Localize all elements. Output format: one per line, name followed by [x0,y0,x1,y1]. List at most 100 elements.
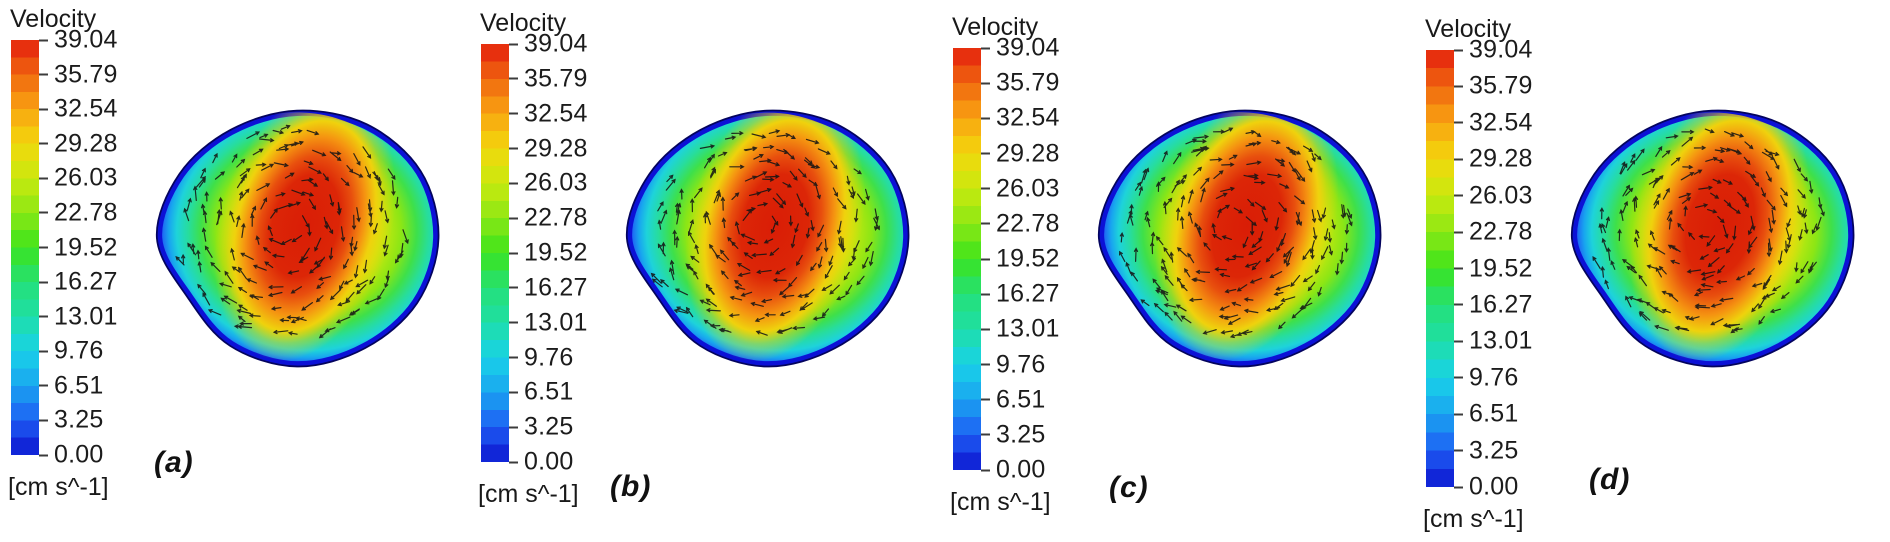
colorbar-tick: 35.79 [981,69,1060,98]
tick-mark-icon [981,222,990,225]
colorbar-tick: 16.27 [509,273,588,302]
tick-mark-icon [1454,340,1463,343]
tick-value: 35.79 [996,68,1060,97]
tick-value: 16.27 [1469,290,1533,319]
colorbar-tick: 16.27 [981,280,1060,309]
tick-mark-icon [981,293,990,296]
tick-mark-icon [981,187,990,190]
tick-mark-icon [509,112,518,115]
colorbar-tick: 6.51 [981,385,1045,414]
tick-value: 39.04 [524,29,588,58]
legend-title: Velocity [10,5,97,33]
colorbar-tick: 0.00 [39,441,103,470]
panel-b: Velocity 39.04 35.79 32.54 29.28 26.03 22.78 1… [472,0,942,542]
tick-value: 26.03 [1469,181,1533,210]
tick-value: 29.28 [524,134,588,162]
panel-a: Velocity 39.04 35.79 32.54 29.28 26.03 22.78 1… [2,0,472,542]
velocity-contour-plot [1570,90,1855,368]
tick-value: 39.04 [996,33,1060,62]
tick-value: 13.01 [54,302,118,331]
colorbar-gradient [953,48,981,470]
tick-mark-icon [1454,376,1463,379]
colorbar-tick: 19.52 [509,239,588,268]
panel-c: Velocity 39.04 35.79 32.54 29.28 26.03 22.78 1… [944,0,1414,542]
velocity-vectors [1119,127,1353,339]
velocity-contour-plot [155,91,440,368]
tick-mark-icon [39,142,48,145]
tick-mark-icon [981,398,990,401]
tick-value: 6.51 [1469,399,1519,428]
tick-value: 26.03 [54,163,118,192]
tick-mark-icon [39,108,48,111]
colorbar-tick: 3.25 [1454,436,1518,465]
colorbar-tick: 35.79 [39,60,118,89]
tick-mark-icon [1454,49,1463,51]
colorbar-tick: 13.01 [509,308,588,337]
colorbar-tick: 32.54 [1454,108,1533,137]
legend-unit: [cm s^-1] [478,480,579,508]
panel-label: (d) [1589,463,1631,496]
colorbar-tick: 35.79 [1454,72,1533,101]
tick-value: 22.78 [524,203,588,232]
colorbar-tick: 0.00 [981,456,1045,485]
tick-mark-icon [39,281,48,284]
tick-mark-icon [509,321,518,324]
tick-value: 35.79 [1469,71,1533,100]
colorbar-tick: 39.04 [39,26,118,55]
tick-mark-icon [509,77,518,80]
tick-mark-icon [981,363,990,366]
tick-value: 0.00 [54,440,104,469]
tick-mark-icon [1454,121,1463,124]
tick-value: 19.52 [996,244,1060,273]
tick-value: 19.52 [524,238,588,267]
colorbar-tick: 19.52 [981,245,1060,274]
colorbar-tick: 39.04 [1454,36,1533,65]
colorbar-tick: 19.52 [39,233,118,262]
colorbar-tick: 22.78 [509,204,588,233]
colorbar-tick: 32.54 [509,99,588,128]
tick-value: 26.03 [996,174,1060,203]
colorbar-tick: 13.01 [981,315,1060,344]
tick-mark-icon [509,252,518,254]
colorbar-tick: 26.03 [981,174,1060,203]
tick-value: 22.78 [1469,217,1533,246]
panel-d: Velocity 39.04 35.79 32.54 29.28 26.03 22.78 1… [1417,0,1887,542]
colorbar-gradient [1426,50,1454,487]
tick-value: 16.27 [996,279,1060,308]
tick-mark-icon [509,286,518,289]
tick-value: 6.51 [524,377,574,406]
tick-mark-icon [981,328,990,331]
legend-unit: [cm s^-1] [950,488,1051,516]
colorbar-tick: 16.27 [39,268,118,297]
tick-mark-icon [509,461,518,463]
panel-label: (c) [1109,471,1149,504]
colorbar-gradient [481,44,509,462]
colorbar-tick-labels: 39.04 35.79 32.54 29.28 26.03 22.78 19.52 16.27… [1454,36,1554,501]
tick-value: 3.25 [996,420,1046,449]
tick-value: 16.27 [54,267,118,296]
panel-label: (b) [610,470,652,503]
colorbar-tick: 6.51 [509,378,573,407]
colorbar-tick: 22.78 [39,198,118,227]
tick-mark-icon [509,356,518,359]
tick-value: 29.28 [1469,144,1533,173]
colorbar-tick: 6.51 [1454,400,1518,429]
velocity-vectors [1592,128,1825,334]
colorbar-tick: 0.00 [509,448,573,477]
legend-unit: [cm s^-1] [1423,505,1524,533]
tick-mark-icon [981,82,990,85]
tick-value: 39.04 [1469,35,1533,64]
tick-value: 13.01 [1469,326,1533,355]
tick-value: 9.76 [996,350,1046,378]
tick-value: 22.78 [996,209,1060,238]
colorbar-tick: 3.25 [981,420,1045,449]
colorbar-tick: 29.28 [509,134,588,163]
tick-mark-icon [981,117,990,120]
tick-mark-icon [39,454,48,456]
colorbar-tick: 3.25 [39,406,103,435]
tick-mark-icon [1454,194,1463,197]
tick-value: 29.28 [54,129,118,158]
tick-value: 35.79 [524,64,588,93]
colorbar-tick: 26.03 [1454,181,1533,210]
colorbar-tick: 9.76 [39,337,103,366]
